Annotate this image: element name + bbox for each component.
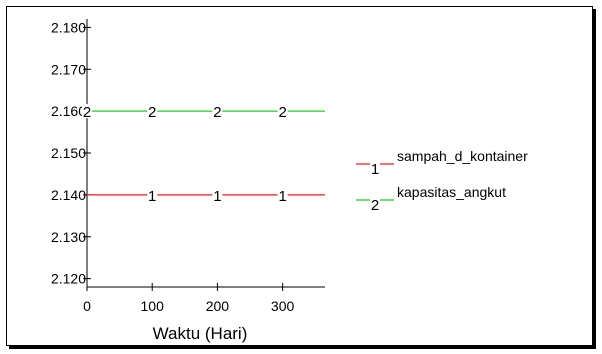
y-tick-label: 2.140	[51, 187, 86, 203]
x-axis-ticks: 0 100 200 300	[83, 283, 295, 314]
series-marker-1: 1	[148, 188, 156, 205]
legend: 1 sampah_d_kontainer 2 kapasitas_angkut	[356, 148, 528, 214]
series-lines: 1 1 1 2 2 2 2	[82, 104, 325, 205]
series-marker-1: 1	[278, 188, 286, 205]
y-axis-ticks: 2.120 2.130 2.140 2.150 2.160 2.170 2.180	[51, 19, 91, 287]
chart-frame: 2.120 2.130 2.140 2.150 2.160 2.170 2.180 0 100…	[6, 6, 593, 346]
y-tick-label: 2.150	[51, 145, 86, 161]
legend-marker-bg	[370, 198, 380, 211]
legend-marker-1: 1	[371, 161, 379, 178]
x-tick-label: 300	[271, 298, 295, 314]
x-tick-label: 200	[206, 298, 230, 314]
axes	[86, 19, 325, 288]
series-marker-2: 2	[213, 104, 221, 121]
x-tick-label: 0	[83, 298, 91, 314]
y-tick-label: 2.180	[51, 19, 86, 35]
legend-marker-2: 2	[371, 197, 379, 214]
x-tick-label: 100	[141, 298, 165, 314]
series-marker-1: 1	[213, 188, 221, 205]
y-tick-label: 2.160	[51, 103, 86, 119]
legend-label-1: sampah_d_kontainer	[397, 148, 528, 164]
series-marker-bg	[147, 187, 158, 202]
line-chart: 2.120 2.130 2.140 2.150 2.160 2.170 2.180 0 100…	[51, 19, 528, 343]
legend-marker-bg	[370, 162, 380, 175]
series-marker-2: 2	[278, 104, 286, 121]
series-marker-2: 2	[148, 104, 156, 121]
legend-label-2: kapasitas_angkut	[397, 184, 506, 200]
series-marker-bg	[147, 104, 158, 119]
series-marker-bg	[212, 187, 223, 202]
y-tick-label: 2.130	[51, 229, 86, 245]
y-tick-label: 2.170	[51, 61, 86, 77]
series-marker-bg	[212, 104, 223, 119]
series-marker-bg	[82, 104, 92, 119]
series-marker-bg	[277, 104, 288, 119]
y-tick-label: 2.120	[51, 271, 86, 287]
x-axis-title: Waktu (Hari)	[153, 324, 248, 343]
series-marker-2: 2	[83, 104, 91, 121]
series-marker-bg	[277, 187, 288, 202]
